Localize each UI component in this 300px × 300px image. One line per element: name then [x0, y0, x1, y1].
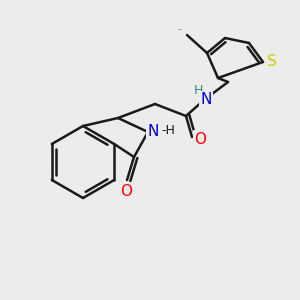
Text: N: N	[200, 92, 212, 107]
Text: N: N	[147, 124, 159, 140]
Text: O: O	[120, 184, 132, 199]
Text: H: H	[193, 83, 203, 97]
Text: O: O	[194, 131, 206, 146]
Text: -H: -H	[161, 124, 175, 136]
Text: S: S	[267, 55, 277, 70]
Text: methyl: methyl	[178, 29, 182, 30]
